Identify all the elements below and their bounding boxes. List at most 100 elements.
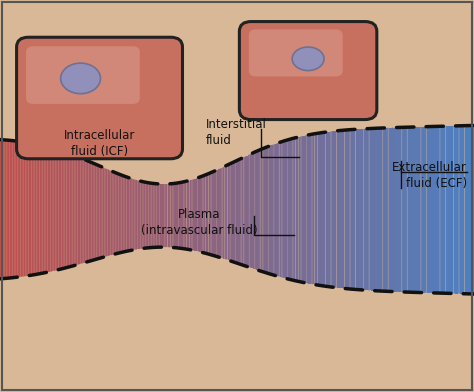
Polygon shape [471,125,473,294]
FancyBboxPatch shape [249,29,343,76]
Polygon shape [55,149,57,270]
FancyBboxPatch shape [239,22,377,120]
Polygon shape [70,153,71,267]
Polygon shape [439,126,441,293]
Polygon shape [174,183,175,248]
Polygon shape [232,162,234,262]
Polygon shape [106,169,108,256]
Polygon shape [373,128,374,291]
Polygon shape [265,147,267,273]
Polygon shape [49,147,51,272]
Polygon shape [302,136,303,282]
Polygon shape [468,125,469,294]
Polygon shape [376,128,378,291]
Polygon shape [337,131,338,288]
Polygon shape [436,126,438,293]
Polygon shape [24,142,25,276]
Polygon shape [180,182,182,248]
Polygon shape [65,152,66,268]
Polygon shape [400,127,401,292]
Polygon shape [90,162,91,261]
Polygon shape [387,128,389,291]
Polygon shape [446,126,447,293]
Polygon shape [450,126,452,294]
Polygon shape [311,134,313,284]
Polygon shape [109,170,110,256]
Polygon shape [313,134,314,285]
Polygon shape [84,159,85,263]
FancyBboxPatch shape [17,37,182,159]
Polygon shape [136,180,137,250]
Polygon shape [262,148,264,272]
Polygon shape [146,182,147,248]
Polygon shape [423,127,425,293]
Polygon shape [191,180,193,250]
Polygon shape [280,142,281,277]
Polygon shape [18,141,19,277]
Polygon shape [218,169,219,257]
Polygon shape [425,127,427,293]
Polygon shape [463,126,465,294]
Polygon shape [169,184,171,247]
Polygon shape [63,151,65,269]
Polygon shape [465,126,466,294]
Polygon shape [404,127,406,292]
Polygon shape [250,154,251,268]
Polygon shape [310,134,311,284]
Polygon shape [416,127,417,292]
Polygon shape [141,181,142,249]
Polygon shape [148,183,150,248]
Polygon shape [288,140,289,279]
Polygon shape [261,149,262,271]
Polygon shape [420,127,422,292]
Polygon shape [20,142,22,277]
Polygon shape [205,174,207,254]
Polygon shape [371,129,373,290]
Polygon shape [322,132,324,286]
Polygon shape [414,127,416,292]
Polygon shape [366,129,368,290]
Polygon shape [360,129,362,290]
Polygon shape [384,128,385,291]
Polygon shape [11,140,13,278]
Polygon shape [73,155,74,266]
Polygon shape [41,145,43,274]
Polygon shape [185,181,186,249]
Polygon shape [104,168,106,257]
Polygon shape [62,151,63,269]
Polygon shape [455,126,456,294]
Polygon shape [242,158,243,265]
Polygon shape [74,155,76,266]
Ellipse shape [61,63,100,94]
Polygon shape [389,128,390,292]
Polygon shape [412,127,414,292]
Polygon shape [299,137,300,281]
Polygon shape [406,127,408,292]
Polygon shape [318,133,319,285]
Polygon shape [28,143,30,276]
Polygon shape [378,128,379,291]
Polygon shape [224,166,226,260]
Polygon shape [33,143,35,275]
Polygon shape [46,146,47,273]
Polygon shape [368,129,370,290]
Polygon shape [401,127,403,292]
Polygon shape [217,170,218,257]
Polygon shape [297,137,299,281]
Polygon shape [172,183,174,247]
Polygon shape [0,140,1,279]
Polygon shape [51,147,52,272]
Polygon shape [237,160,238,263]
Polygon shape [385,128,387,291]
Polygon shape [349,130,351,289]
Polygon shape [215,170,217,256]
Polygon shape [47,147,49,272]
Text: Intracellular
fluid (ICF): Intracellular fluid (ICF) [64,129,135,158]
Polygon shape [390,128,392,292]
Polygon shape [87,160,89,262]
Polygon shape [125,176,127,252]
Polygon shape [123,176,125,252]
Polygon shape [291,139,292,280]
Polygon shape [144,182,146,248]
Polygon shape [150,183,152,248]
